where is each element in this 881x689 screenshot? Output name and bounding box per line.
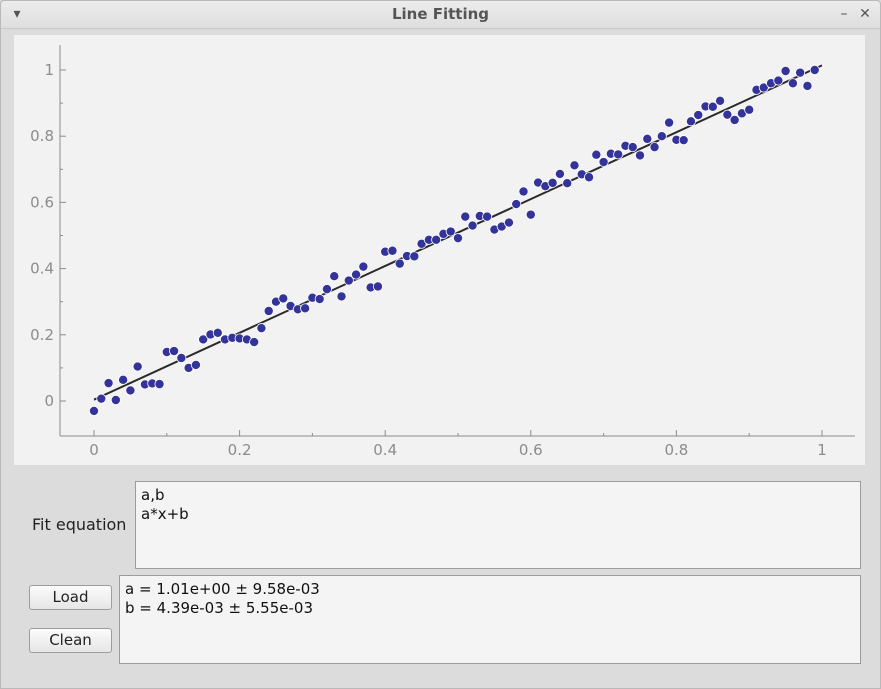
data-point xyxy=(503,217,514,228)
x-tick-label: 0.8 xyxy=(664,441,688,459)
data-point xyxy=(707,101,718,112)
y-tick-label: 0.2 xyxy=(30,326,54,344)
data-point xyxy=(758,82,769,93)
fit-equation-label: Fit equation xyxy=(32,515,127,534)
data-point xyxy=(125,385,136,396)
data-point xyxy=(802,80,813,91)
data-point xyxy=(693,110,704,121)
data-point xyxy=(809,64,820,75)
data-point xyxy=(321,284,332,295)
data-point xyxy=(132,361,143,372)
data-point xyxy=(300,303,311,314)
fit-equation-input[interactable]: a,b a*x+b xyxy=(135,481,861,569)
data-point xyxy=(649,142,660,153)
data-point xyxy=(744,104,755,115)
data-point xyxy=(409,251,420,262)
data-point xyxy=(642,133,653,144)
data-point xyxy=(431,234,442,245)
data-point xyxy=(729,114,740,125)
data-point xyxy=(445,226,456,237)
data-point xyxy=(169,346,180,357)
data-point xyxy=(278,293,289,304)
data-point xyxy=(336,291,347,302)
data-point xyxy=(343,275,354,286)
title-bar[interactable]: ▾ Line Fitting – ✕ xyxy=(1,1,880,29)
data-point xyxy=(329,271,340,282)
data-point xyxy=(525,209,536,220)
data-point xyxy=(656,131,667,142)
data-point xyxy=(780,65,791,76)
y-tick-label: 0 xyxy=(44,392,54,410)
data-point xyxy=(554,168,565,179)
data-point xyxy=(314,294,325,305)
load-button[interactable]: Load xyxy=(29,585,112,610)
data-point xyxy=(190,359,201,370)
data-point xyxy=(635,150,646,161)
data-point xyxy=(787,78,798,89)
y-tick-label: 1 xyxy=(44,61,54,79)
scatter-plot: 0 0.2 0.4 0.6 0.8 1 0 0.2 0.4 0.6 0.8 1 xyxy=(30,45,855,459)
results-output[interactable]: a = 1.01e+00 ± 9.58e-03 b = 4.39e-03 ± 5… xyxy=(119,575,861,664)
data-point xyxy=(547,177,558,188)
y-tick-label: 0.8 xyxy=(30,127,54,145)
plot-area[interactable]: 0 0.2 0.4 0.6 0.8 1 0 0.2 0.4 0.6 0.8 1 xyxy=(14,35,865,465)
x-tick-label: 0.4 xyxy=(373,441,397,459)
data-point xyxy=(351,269,362,280)
data-point xyxy=(460,211,471,222)
minimize-icon[interactable]: – xyxy=(840,6,848,22)
data-point xyxy=(678,135,689,146)
data-point xyxy=(722,109,733,120)
data-point xyxy=(249,337,260,348)
data-point xyxy=(795,67,806,78)
data-point xyxy=(212,327,223,338)
data-point xyxy=(256,323,267,334)
data-point xyxy=(569,160,580,171)
data-point xyxy=(773,75,784,86)
data-point xyxy=(89,405,100,416)
data-point xyxy=(715,95,726,106)
data-point xyxy=(482,211,493,222)
data-point xyxy=(664,117,675,128)
data-point xyxy=(154,379,165,390)
data-point xyxy=(598,157,609,168)
data-point xyxy=(358,261,369,272)
data-point xyxy=(518,186,529,197)
data-point xyxy=(96,393,107,404)
data-point xyxy=(118,374,129,385)
close-icon[interactable]: ✕ xyxy=(859,6,871,22)
data-point xyxy=(176,352,187,363)
data-point xyxy=(627,142,638,153)
data-point xyxy=(591,149,602,160)
window-menu-icon[interactable]: ▾ xyxy=(13,6,21,22)
clean-button[interactable]: Clean xyxy=(29,628,112,653)
data-point xyxy=(387,245,398,256)
fit-line xyxy=(93,64,823,401)
data-point xyxy=(511,199,522,210)
x-tick-label: 0.6 xyxy=(519,441,543,459)
y-tick-label: 0.6 xyxy=(30,193,54,211)
data-point xyxy=(198,334,209,345)
data-point xyxy=(103,378,114,389)
x-tick-label: 0 xyxy=(89,441,99,459)
data-point xyxy=(562,178,573,189)
data-point xyxy=(467,220,478,231)
data-point xyxy=(263,305,274,316)
y-tick-label: 0.4 xyxy=(30,260,54,278)
x-tick-label: 1 xyxy=(817,441,827,459)
window-title: Line Fitting xyxy=(391,5,490,23)
data-point xyxy=(372,281,383,292)
data-point xyxy=(584,172,595,183)
data-point xyxy=(394,258,405,269)
data-point xyxy=(685,116,696,127)
data-point xyxy=(110,395,121,406)
data-point xyxy=(613,149,624,160)
x-tick-label: 0.2 xyxy=(228,441,252,459)
data-point xyxy=(452,233,463,244)
